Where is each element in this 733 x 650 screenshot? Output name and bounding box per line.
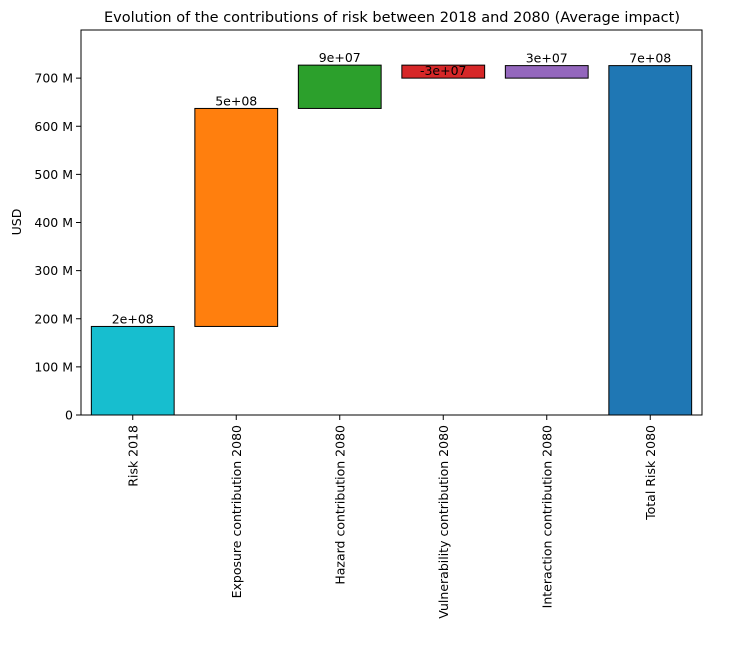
y-tick-label: 200 M bbox=[34, 311, 73, 326]
bar-value-label: 2e+08 bbox=[112, 311, 154, 326]
bar-5 bbox=[504, 65, 589, 79]
y-tick-label: 300 M bbox=[34, 263, 73, 278]
x-tick-label: Exposure contribution 2080 bbox=[229, 425, 244, 598]
chart-title: Evolution of the contributions of risk b… bbox=[104, 10, 680, 26]
bar-1 bbox=[90, 325, 175, 416]
bar-6 bbox=[608, 65, 693, 416]
x-tick-label: Interaction contribution 2080 bbox=[539, 425, 554, 608]
x-tick-label: Total Risk 2080 bbox=[643, 425, 658, 521]
y-tick-label: 100 M bbox=[34, 359, 73, 374]
bar-3 bbox=[297, 64, 382, 109]
bar-value-label: 7e+08 bbox=[629, 51, 671, 66]
y-tick-label: 500 M bbox=[34, 167, 73, 182]
bar-2 bbox=[194, 107, 279, 327]
y-tick-label: 600 M bbox=[34, 119, 73, 134]
y-tick-label: 0 bbox=[65, 408, 73, 423]
bar-value-label: -3e+07 bbox=[420, 63, 467, 78]
x-tick-label: Hazard contribution 2080 bbox=[332, 425, 347, 585]
bar-value-label: 9e+07 bbox=[319, 50, 361, 65]
x-tick-label: Vulnerability contribution 2080 bbox=[436, 425, 451, 619]
bar-value-label: 3e+07 bbox=[526, 51, 568, 66]
bar-4 bbox=[401, 64, 486, 79]
y-tick-label: 700 M bbox=[34, 71, 73, 86]
bar-value-label: 5e+08 bbox=[215, 93, 257, 108]
y-tick-label: 400 M bbox=[34, 215, 73, 230]
y-axis-label: USD bbox=[9, 209, 24, 236]
x-tick-label: Risk 2018 bbox=[125, 425, 140, 487]
